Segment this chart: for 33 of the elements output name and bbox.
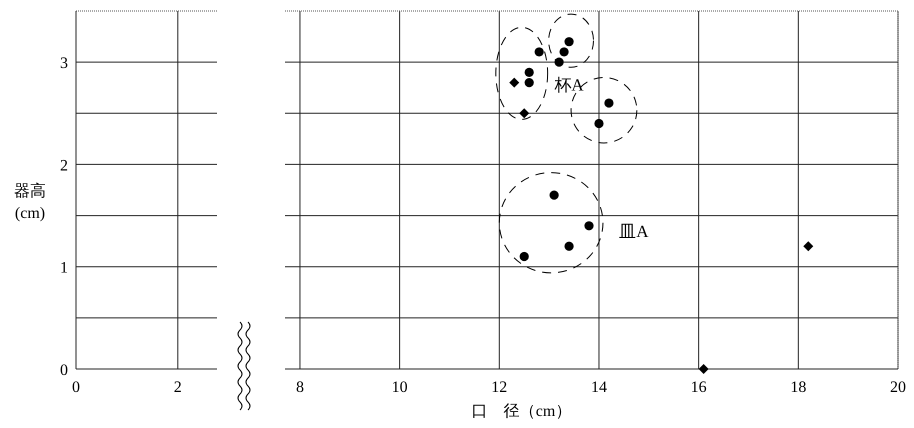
x-tick-label: 14	[590, 379, 607, 396]
y-axis-title: 器高 (cm)	[14, 182, 46, 222]
point	[520, 252, 529, 262]
point	[550, 190, 559, 200]
x-axis-title: 口 径（cm）	[472, 403, 572, 420]
y-tick-label: 1	[60, 260, 68, 277]
annotation: 皿A	[619, 222, 650, 241]
x-tick-label: 16	[690, 379, 707, 396]
point	[559, 47, 569, 57]
point	[524, 78, 534, 88]
x-tick-label: 0	[72, 379, 80, 396]
annotation: 杯A	[553, 76, 584, 95]
point	[534, 47, 544, 57]
x-tick-label: 2	[174, 379, 182, 396]
point	[564, 242, 574, 251]
point	[554, 58, 564, 67]
x-tick-label: 12	[491, 379, 508, 396]
y-tick-label: 3	[60, 55, 68, 72]
x-tick-label: 18	[790, 379, 806, 396]
y-tick-label: 2	[60, 157, 68, 174]
point	[564, 37, 574, 46]
x-tick-label: 20	[890, 379, 906, 396]
x-tick-label: 8	[296, 379, 304, 396]
point	[509, 78, 520, 88]
point	[698, 364, 709, 374]
y-tick-label: 0	[60, 362, 68, 379]
point	[524, 68, 534, 77]
point	[594, 118, 604, 128]
point	[604, 98, 614, 108]
x-tick-label: 10	[392, 379, 408, 396]
point	[584, 221, 594, 230]
point	[519, 108, 530, 118]
point	[803, 241, 814, 252]
